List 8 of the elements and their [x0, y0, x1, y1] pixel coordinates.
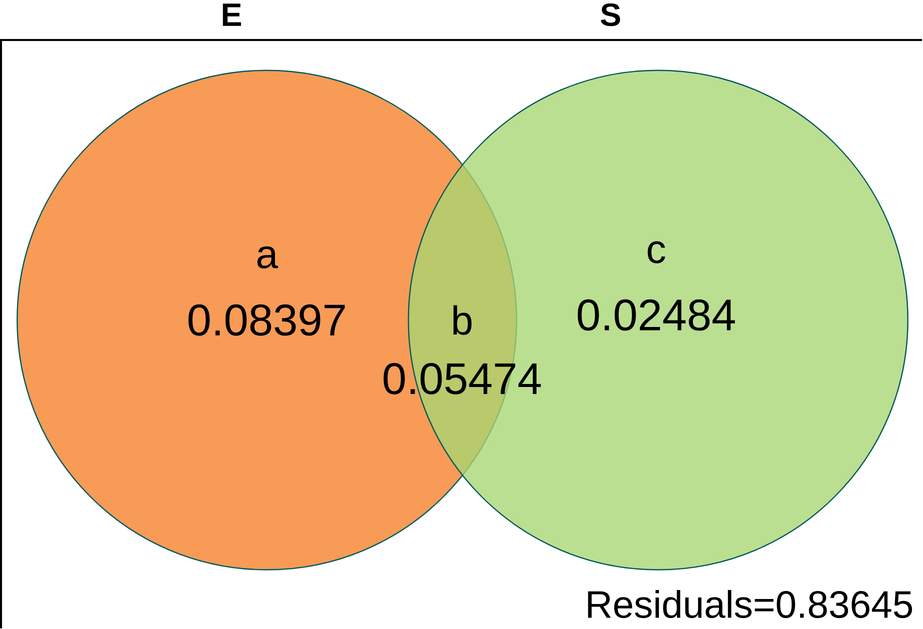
category-label: a [257, 246, 278, 268]
category-label: c [648, 241, 666, 264]
series-label: E [222, 3, 241, 26]
data-label: 0.08397 [188, 304, 345, 336]
text: Residuals=0.83645 [588, 590, 912, 618]
data-label: 0.02484 [578, 299, 735, 330]
category-label: b [453, 305, 472, 335]
series-label: S [600, 3, 620, 26]
